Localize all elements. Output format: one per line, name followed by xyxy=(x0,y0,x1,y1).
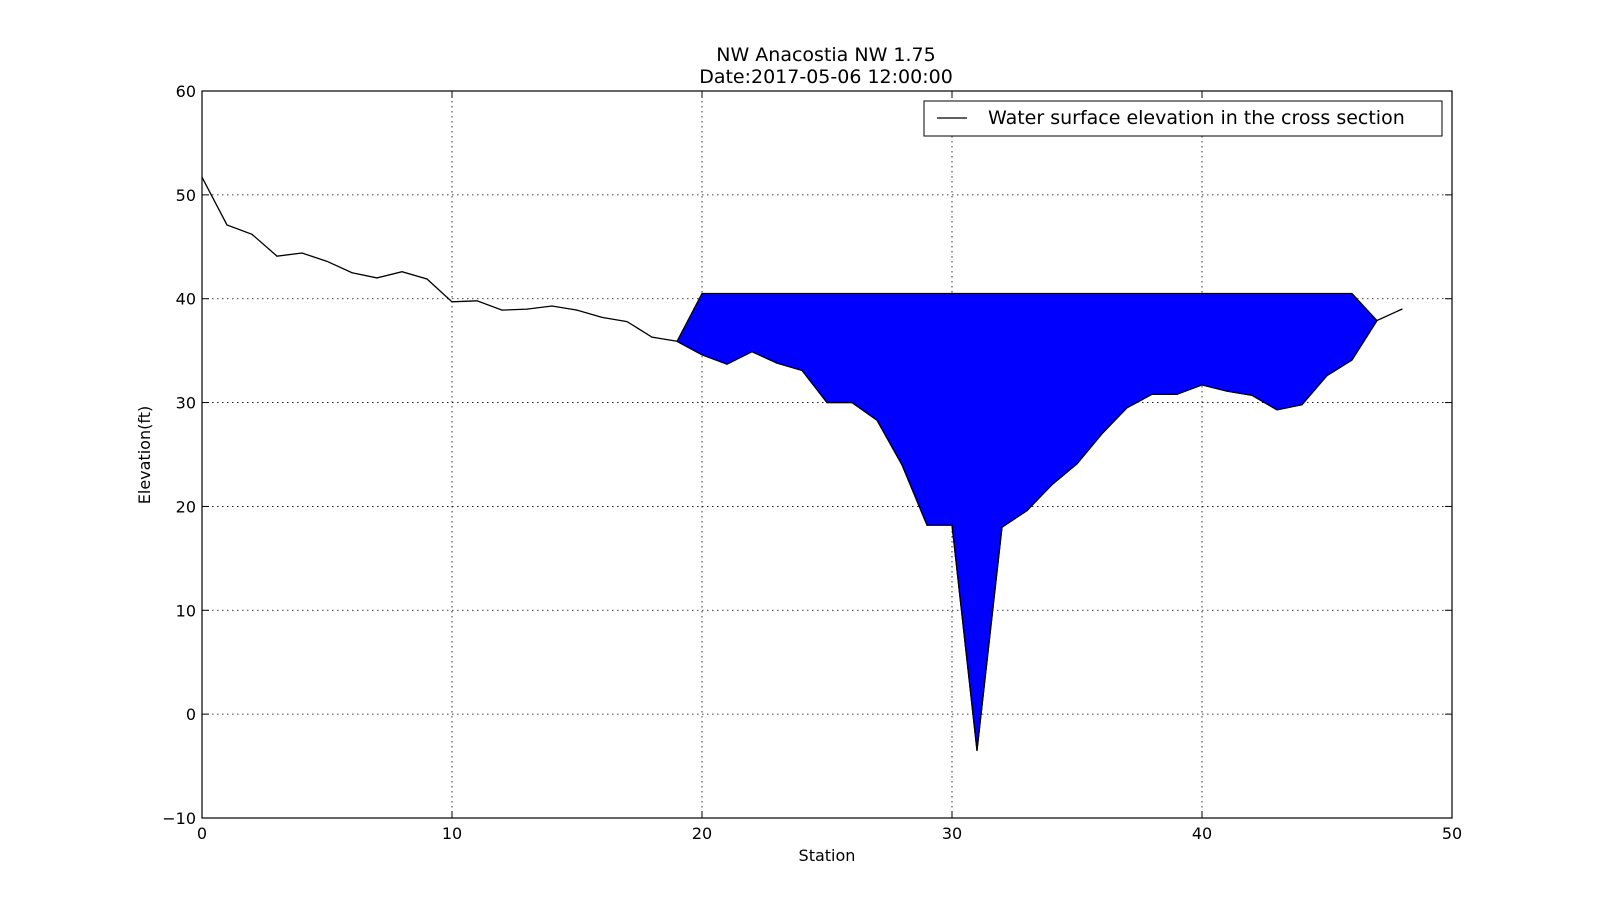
data-point xyxy=(1026,509,1028,512)
data-point xyxy=(751,351,753,353)
data-point xyxy=(401,271,403,273)
y-tick-label: 30 xyxy=(176,394,196,413)
data-point xyxy=(1076,463,1078,465)
data-point xyxy=(701,354,703,356)
data-point xyxy=(876,419,878,421)
y-tick-label: 10 xyxy=(176,601,196,620)
data-point xyxy=(676,340,678,342)
data-point xyxy=(576,309,578,311)
data-point xyxy=(1201,384,1203,386)
x-tick-label: 50 xyxy=(1442,824,1462,843)
data-point xyxy=(601,316,603,319)
data-point xyxy=(1376,319,1378,322)
data-point xyxy=(826,401,828,404)
data-point xyxy=(951,524,953,526)
data-point xyxy=(501,309,503,311)
data-point xyxy=(351,272,353,274)
data-point xyxy=(1251,394,1253,396)
x-tick-label: 0 xyxy=(197,824,207,843)
data-point xyxy=(1101,433,1103,435)
data-point xyxy=(1326,374,1328,377)
data-point xyxy=(1001,526,1003,528)
y-tick-label: 20 xyxy=(176,497,196,516)
y-tick-label: 40 xyxy=(176,290,196,309)
data-point xyxy=(651,336,653,338)
x-tick-label: 10 xyxy=(442,824,462,843)
data-point xyxy=(1276,409,1278,411)
plot-frame xyxy=(201,90,1453,819)
data-point xyxy=(1051,484,1053,486)
data-point xyxy=(901,464,903,466)
chart-subtitle: Date:2017-05-06 12:00:00 xyxy=(699,66,953,88)
legend-box xyxy=(923,100,1443,137)
y-tick-label: 50 xyxy=(176,186,196,205)
data-point xyxy=(726,363,728,365)
x-tick-label: 20 xyxy=(692,824,712,843)
data-point xyxy=(1226,390,1228,392)
data-point xyxy=(801,369,803,371)
y-tick-label: 60 xyxy=(176,82,196,101)
data-point xyxy=(551,305,553,307)
data-point xyxy=(476,300,478,302)
data-point xyxy=(776,362,778,364)
data-point xyxy=(926,524,928,526)
data-point xyxy=(426,278,428,280)
y-tick-label: 0 xyxy=(186,705,196,724)
data-point xyxy=(1401,308,1403,310)
chart-title: NW Anacostia NW 1.75 xyxy=(716,44,935,66)
data-point xyxy=(276,255,278,257)
x-tick-label: 30 xyxy=(942,824,962,843)
data-point xyxy=(1301,404,1303,406)
y-tick-label: −10 xyxy=(162,809,196,828)
legend: Water surface elevation in the cross sec… xyxy=(923,100,1443,137)
legend-entry: Water surface elevation in the cross sec… xyxy=(988,107,1405,129)
series-line-group xyxy=(201,176,1403,752)
data-point xyxy=(976,749,978,752)
data-point xyxy=(1126,407,1128,409)
data-point xyxy=(1351,359,1353,361)
data-point xyxy=(851,401,853,404)
data-point xyxy=(301,252,303,254)
data-point xyxy=(326,260,328,262)
data-point xyxy=(1176,393,1178,395)
data-point xyxy=(251,233,253,235)
data-point xyxy=(226,224,228,226)
y-axis-label: Elevation(ft) xyxy=(135,406,154,504)
data-point xyxy=(526,308,528,310)
x-axis-label: Station xyxy=(799,846,856,865)
data-point xyxy=(376,277,378,279)
data-point xyxy=(451,301,453,303)
data-point xyxy=(1151,393,1153,395)
x-tick-label: 40 xyxy=(1192,824,1212,843)
data-point xyxy=(626,320,628,323)
